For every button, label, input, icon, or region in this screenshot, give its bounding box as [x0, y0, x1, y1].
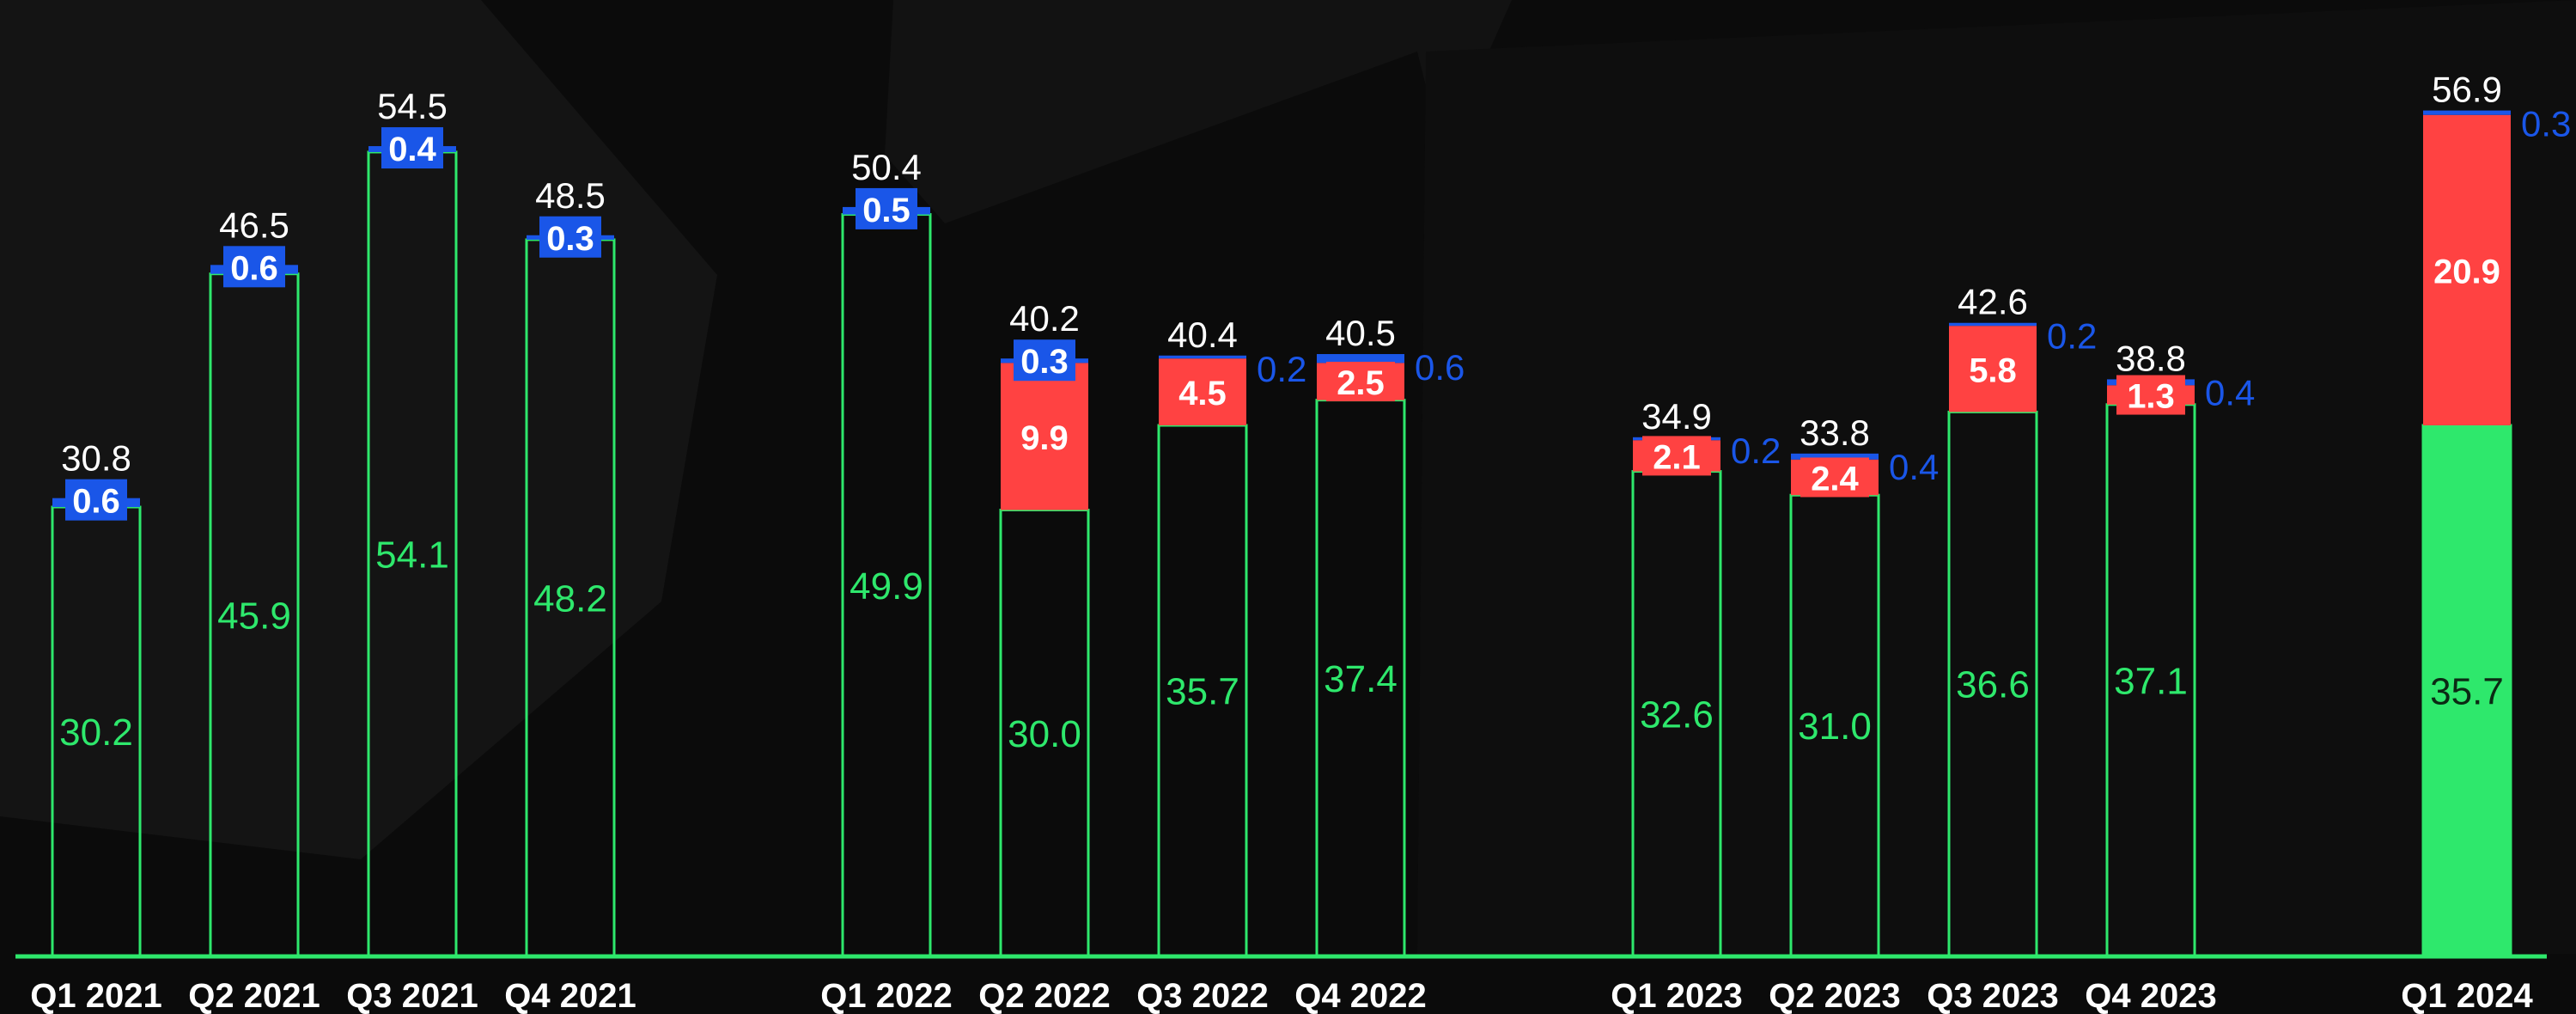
bar-segment-blue [1791, 453, 1879, 460]
value-label-blue: 0.3 [546, 220, 594, 258]
value-label-green: 31.0 [1798, 706, 1872, 748]
value-label-blue: 0.6 [72, 483, 120, 521]
bar-segment-red [2423, 114, 2511, 425]
bar-segment-red [1159, 358, 1246, 425]
value-label-blue: 0.5 [862, 192, 910, 229]
value-label-blue: 0.4 [2205, 372, 2255, 412]
value-label-red: 20.9 [2433, 253, 2500, 290]
total-label: 38.8 [2116, 338, 2186, 378]
total-label: 56.9 [2432, 70, 2502, 110]
total-label: 40.4 [1167, 315, 1238, 355]
x-tick-labels: Q1 2021 Q2 2021 Q3 2021 Q4 2021 Q1 2022 Q2 20… [30, 977, 2533, 1014]
x-tick-label: Q1 2022 [820, 977, 952, 1014]
value-label-green: 32.6 [1640, 693, 1714, 736]
bar-segment-red [1001, 363, 1088, 510]
total-label: 34.9 [1641, 396, 1712, 437]
value-badge-blue [1014, 339, 1075, 382]
value-badge-red [1326, 361, 1395, 401]
value-label-green: 30.0 [1008, 713, 1081, 755]
value-badge-blue [539, 216, 601, 258]
bar-segment-blue [2423, 110, 2511, 115]
x-tick-label: Q1 2021 [30, 977, 161, 1014]
total-label: 50.4 [851, 147, 922, 187]
total-label: 48.5 [535, 175, 606, 216]
labels-layer: 30.2 0.6 30.8 45.9 0.6 46.5 54.1 0.4 54.5 48.2 0.3… [59, 70, 2571, 755]
value-label-blue: 0.2 [2047, 316, 2097, 357]
value-badge-red [1800, 457, 1869, 498]
value-label-green: 37.4 [1324, 658, 1398, 700]
value-badge-blue [65, 479, 127, 521]
x-tick-label: Q2 2022 [978, 977, 1110, 1014]
x-tick-label: Q2 2023 [1769, 977, 1900, 1014]
value-badge-blue [856, 187, 917, 229]
value-label-red: 2.1 [1653, 438, 1701, 476]
x-tick-label: Q4 2023 [2085, 977, 2216, 1014]
value-label-red: 4.5 [1178, 375, 1227, 412]
bar-segment-blue [1317, 354, 1404, 363]
value-label-green: 35.7 [2430, 670, 2504, 712]
value-label-green: 49.9 [850, 565, 923, 608]
value-label-green: 35.7 [1166, 670, 1239, 712]
value-label-red: 5.8 [1969, 351, 2017, 389]
value-label-red: 9.9 [1020, 419, 1069, 457]
x-tick-label: Q2 2021 [188, 977, 320, 1014]
value-label-green: 37.1 [2114, 660, 2188, 702]
value-label-blue: 0.6 [230, 249, 278, 287]
value-label-red: 2.5 [1337, 364, 1385, 402]
value-label-blue: 0.3 [1020, 343, 1069, 381]
value-label-blue: 0.3 [2521, 104, 2571, 144]
value-label-blue: 0.2 [1257, 349, 1306, 389]
bars-layer [51, 110, 2512, 957]
bar-segment-blue [1159, 355, 1246, 359]
value-label-blue: 0.4 [1889, 447, 1939, 487]
x-tick-label: Q1 2023 [1611, 977, 1742, 1014]
value-label-green: 45.9 [217, 595, 291, 637]
total-label: 54.5 [377, 86, 448, 126]
value-label-blue: 0.4 [388, 131, 436, 168]
value-badge-blue [223, 246, 285, 288]
value-badge-red [1642, 436, 1711, 476]
value-label-blue: 0.2 [1731, 431, 1781, 471]
value-label-green: 36.6 [1956, 664, 2030, 706]
value-badge-red [2116, 375, 2185, 415]
total-label: 33.8 [1800, 412, 1870, 453]
value-label-blue: 0.6 [1415, 347, 1465, 388]
x-tick-label: Q3 2021 [346, 977, 478, 1014]
x-tick-label: Q3 2023 [1927, 977, 2058, 1014]
value-badge-blue [381, 127, 443, 169]
total-label: 46.5 [219, 205, 289, 245]
bar-segment-blue [1949, 322, 2037, 327]
value-label-green: 48.2 [533, 577, 607, 620]
x-tick-label: Q4 2022 [1294, 977, 1426, 1014]
total-label: 40.2 [1009, 298, 1080, 339]
total-label: 42.6 [1958, 282, 2028, 322]
bar-segment-green [2421, 424, 2512, 957]
total-label: 40.5 [1325, 313, 1396, 353]
x-tick-label: Q4 2021 [504, 977, 636, 1014]
value-label-red: 2.4 [1811, 460, 1859, 498]
total-label: 30.8 [61, 438, 131, 479]
x-tick-label: Q3 2022 [1136, 977, 1268, 1014]
x-tick-label: Q1 2024 [2401, 977, 2533, 1014]
value-label-green: 30.2 [59, 712, 133, 754]
bar-segment-red [1949, 326, 2037, 412]
value-label-green: 54.1 [375, 534, 449, 576]
value-label-red: 1.3 [2127, 378, 2175, 416]
